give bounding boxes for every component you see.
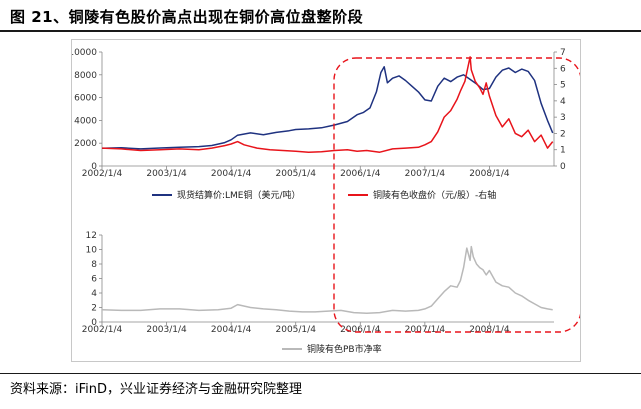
source-note: 资料来源：iFinD，兴业证券经济与金融研究院整理 <box>10 382 303 397</box>
x-tick-label: 2007/1/4 <box>405 325 446 335</box>
x-tick-label: 2007/1/4 <box>405 169 446 179</box>
y-left-tick-label: 6 <box>91 275 97 285</box>
x-tick-label: 2004/1/4 <box>211 325 252 335</box>
pb-ratio-chart: 0 2 4 6 8 10 12 2002/1/4 2003/1/4 2004/1/4 2005/1/… <box>82 231 554 355</box>
x-tick-label: 2008/1/4 <box>469 325 510 335</box>
x-tick-label: 2005/1/4 <box>276 325 317 335</box>
x-tick-label: 2006/1/4 <box>340 325 381 335</box>
y-right-tick-label: 1 <box>560 146 566 156</box>
x-tick-label: 2003/1/4 <box>146 169 187 179</box>
y-left-tick-label: 4000 <box>74 116 97 126</box>
x-tick-label: 2003/1/4 <box>146 325 187 335</box>
x-tick-label: 2008/1/4 <box>469 169 510 179</box>
series-line-2 <box>101 56 554 153</box>
copper-vs-stock-chart: 0 2000 4000 6000 8000 10000 0 1 2 3 4 5 6 7 2002/1/4 20… <box>72 48 566 201</box>
x-tick-label: 2002/1/4 <box>82 169 123 179</box>
legend-label-1: 铜陵有色PB市净率 <box>307 343 382 355</box>
y-left-tick-label: 0 <box>91 162 97 172</box>
x-tick-label: 2005/1/4 <box>276 169 317 179</box>
charts-svg: 0200040006000800010000012345672002/1/420… <box>72 48 580 355</box>
charts-frame: 0200040006000800010000012345672002/1/420… <box>71 39 581 362</box>
y-right-tick-label: 4 <box>560 97 566 107</box>
title-rule <box>0 30 641 32</box>
y-left-tick-label: 8000 <box>74 71 97 81</box>
legend-label-2: 铜陵有色收盘价（元/股）-右轴 <box>373 189 496 201</box>
x-tick-label: 2002/1/4 <box>82 325 123 335</box>
y-left-tick-label: 12 <box>86 231 97 241</box>
highlight-dashed-box <box>333 57 580 333</box>
y-left-tick-label: 10000 <box>72 48 97 58</box>
y-left-tick-label: 10 <box>86 246 98 256</box>
figure-title: 图 21、铜陵有色股价高点出现在铜价高位盘整阶段 <box>10 8 364 26</box>
bottom-rule <box>0 373 641 374</box>
y-right-tick-label: 6 <box>560 64 566 74</box>
y-left-tick-label: 0 <box>91 318 97 328</box>
y-right-tick-label: 3 <box>560 113 566 123</box>
y-right-tick-label: 7 <box>560 48 566 58</box>
series-line-1 <box>101 66 554 150</box>
y-right-tick-label: 2 <box>560 129 566 139</box>
y-left-tick-label: 2000 <box>74 139 97 149</box>
y-right-tick-label: 0 <box>560 162 566 172</box>
legend-label-1: 现货结算价:LME铜（美元/吨） <box>177 189 301 201</box>
x-tick-label: 2004/1/4 <box>211 169 252 179</box>
y-left-tick-label: 4 <box>91 289 97 299</box>
y-left-tick-label: 6000 <box>74 94 97 104</box>
y-left-tick-label: 2 <box>91 304 97 314</box>
y-right-tick-label: 5 <box>560 81 566 91</box>
y-left-tick-label: 8 <box>91 260 97 270</box>
x-tick-label: 2006/1/4 <box>340 169 381 179</box>
series-line-1 <box>101 245 553 315</box>
